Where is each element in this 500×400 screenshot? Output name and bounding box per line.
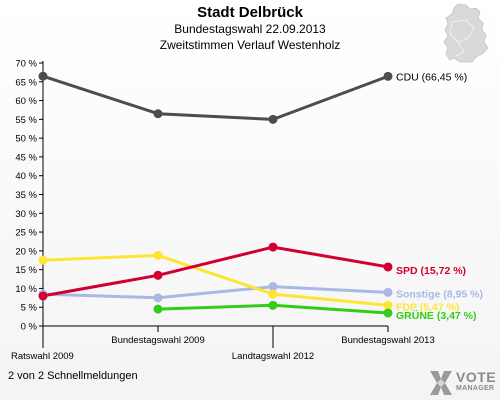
end-label-sonstige: Sonstige (8,95 %) (396, 288, 483, 300)
chart-subtitle-election: Bundestagswahl 22.09.2013 (174, 22, 326, 36)
chart-subtitle-area: Zweitstimmen Verlauf Westenholz (159, 38, 341, 52)
data-point-fdp (268, 289, 278, 299)
data-point-grne (383, 308, 393, 318)
data-point-spd (153, 270, 163, 280)
y-tick-label: 0 % (21, 322, 38, 333)
manager-logo-text: MANAGER (456, 385, 495, 392)
data-point-fdp (38, 255, 48, 265)
y-tick-label: 45 % (15, 152, 37, 163)
vote-manager-logo: VOTE MANAGER (426, 366, 500, 400)
data-point-cdu (383, 71, 393, 81)
data-point-spd (38, 291, 48, 301)
data-point-fdp (383, 300, 393, 310)
x-tick-label: Bundestagswahl 2013 (341, 335, 435, 346)
x-tick-label: Bundestagswahl 2009 (111, 335, 205, 346)
y-tick-label: 50 % (15, 134, 37, 145)
data-point-spd (383, 262, 393, 272)
y-tick-label: 5 % (21, 303, 38, 314)
vote-logo-mark-icon (430, 371, 452, 395)
series-line-fdp (41, 253, 390, 307)
series-line-sonstige (41, 285, 390, 300)
report-status-note: 2 von 2 Schnellmeldungen (8, 370, 138, 382)
x-tick-label: Landtagswahl 2012 (232, 351, 314, 362)
y-tick-label: 20 % (15, 246, 37, 257)
germany-map-icon (443, 3, 489, 63)
y-tick-label: 25 % (15, 228, 37, 239)
y-tick-label: 15 % (15, 265, 37, 276)
y-tick-label: 70 % (15, 59, 37, 70)
data-point-grne (268, 300, 278, 310)
series-line-spd (41, 245, 390, 298)
data-point-cdu (38, 71, 48, 81)
y-tick-label: 55 % (15, 115, 37, 126)
data-point-sonstige (383, 287, 393, 297)
data-point-cdu (268, 114, 278, 124)
y-tick-label: 35 % (15, 190, 37, 201)
data-point-cdu (153, 109, 163, 119)
x-tick-label: Ratswahl 2009 (11, 351, 74, 362)
end-label-spd: SPD (15,72 %) (396, 265, 466, 277)
y-tick-label: 10 % (15, 284, 37, 295)
y-tick-label: 40 % (15, 171, 37, 182)
y-tick-label: 65 % (15, 77, 37, 88)
data-point-fdp (153, 250, 163, 260)
y-tick-label: 30 % (15, 209, 37, 220)
data-point-sonstige (268, 282, 278, 292)
data-point-spd (268, 242, 278, 252)
chart-title: Stadt Delbrück (197, 4, 303, 21)
end-label-cdu: CDU (66,45 %) (396, 71, 467, 83)
data-point-sonstige (153, 293, 163, 303)
series-line-cdu (41, 74, 390, 121)
vote-logo-text: VOTE (456, 369, 497, 385)
end-label-fdp: FDP (5,47 %) (396, 301, 459, 313)
data-point-grne (153, 304, 163, 314)
end-label-grne: GRÜNE (3,47 %) (396, 309, 477, 322)
y-tick-label: 60 % (15, 96, 37, 107)
